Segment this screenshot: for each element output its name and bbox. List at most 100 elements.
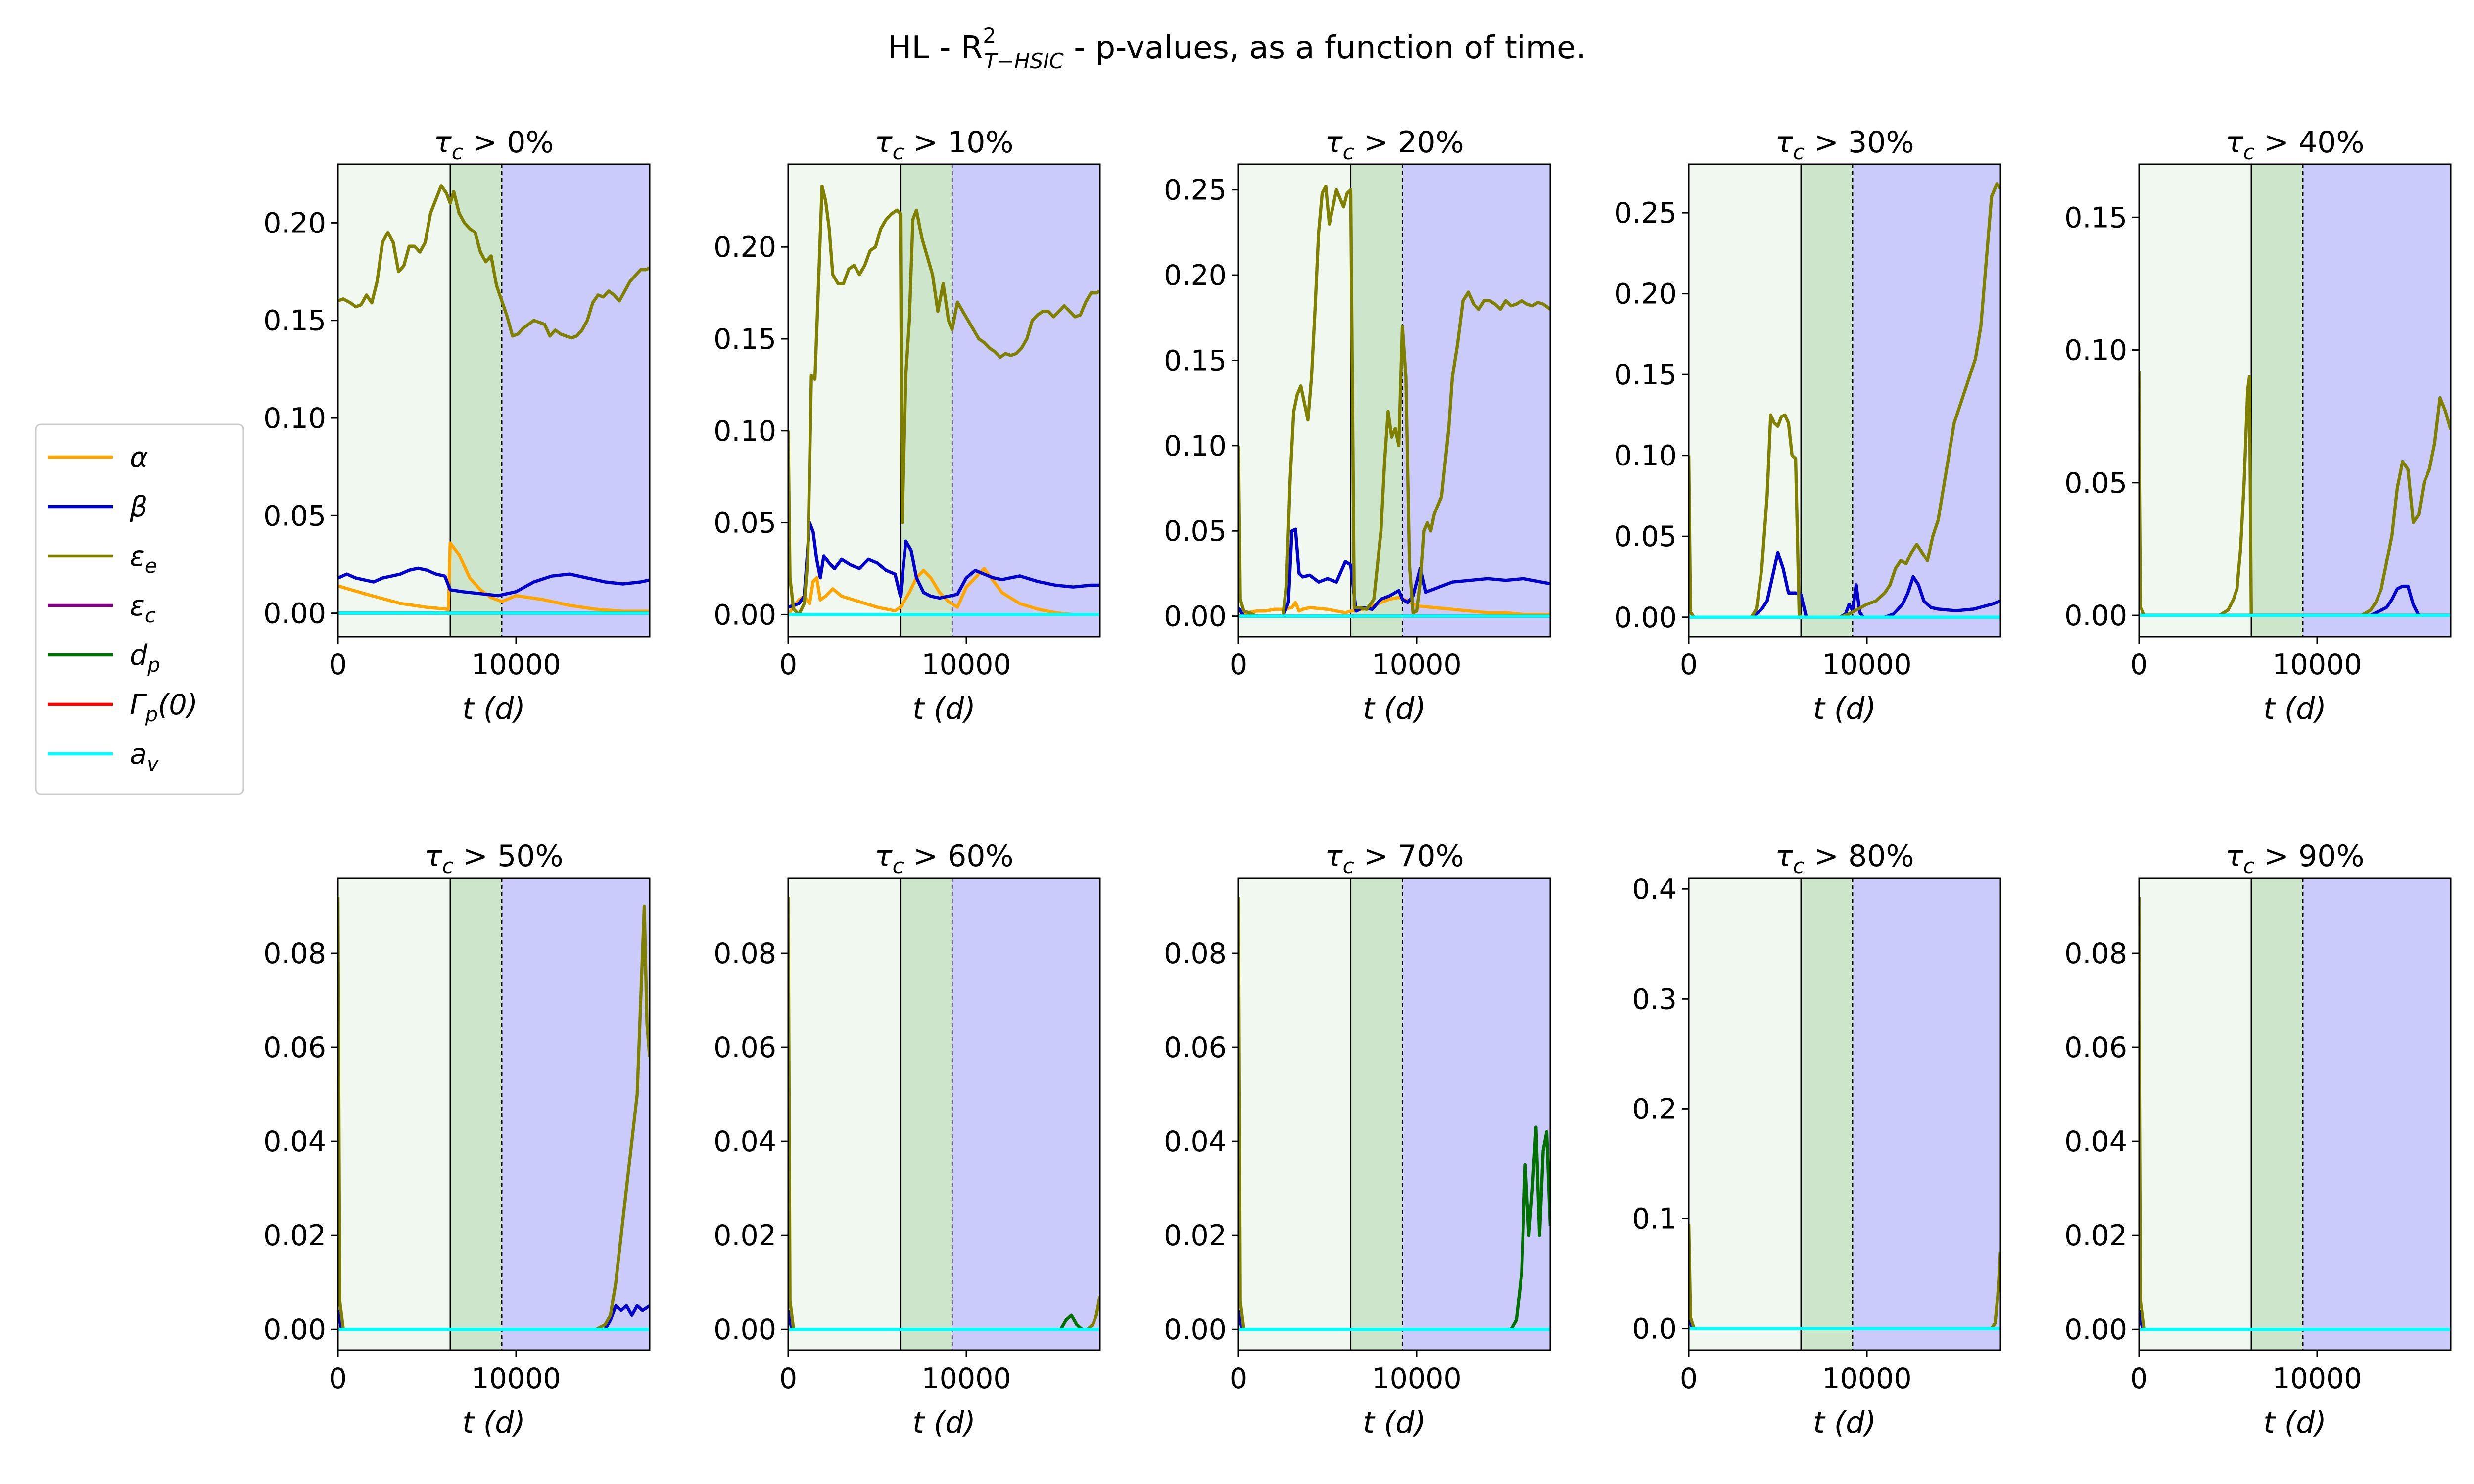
- x-tick-label: 0: [2130, 649, 2148, 681]
- legend-frame: [35, 423, 244, 795]
- axes-frame: [2138, 877, 2452, 1351]
- y-tick-label: 0.20: [1164, 259, 1227, 292]
- x-tick-label: 10000: [1822, 649, 1911, 681]
- subplot-title: τc > 60%: [875, 839, 1014, 878]
- x-tick-label: 0: [779, 649, 797, 681]
- y-tick-label: 0.00: [263, 1313, 326, 1346]
- subplot-title: τc > 80%: [1775, 839, 1914, 878]
- y-tick-label: 0.02: [2064, 1219, 2127, 1252]
- x-axis-label: t (d): [1813, 692, 1876, 726]
- x-axis-label: t (d): [2263, 1405, 2327, 1440]
- region-band-2: [1801, 164, 1853, 637]
- region-band-2: [900, 164, 952, 637]
- subplot-5: 0.00 0.05 0.10 0.15 0 10000 t (d) τc > 40%: [2064, 125, 2452, 726]
- y-tick-label: 0.2: [1632, 1093, 1677, 1125]
- region-band-3: [2303, 164, 2451, 637]
- region-band-3: [2303, 878, 2451, 1350]
- suptitle-rest: - p-values, as a function of time.: [1064, 30, 1586, 66]
- region-band-2: [2251, 164, 2303, 637]
- series-line-2: [1689, 551, 2000, 619]
- x-tick-label: 10000: [1822, 1362, 1911, 1395]
- axes-frame: [337, 877, 651, 1351]
- y-tick-label: 0.10: [263, 402, 326, 435]
- axes-frame: [1688, 163, 2001, 638]
- x-tick-label: 10000: [471, 649, 561, 681]
- y-tick-label: 0.08: [714, 937, 776, 970]
- y-tick-label: 0.3: [1632, 983, 1677, 1016]
- series-line-3: [1238, 185, 1550, 618]
- series-line-3: [788, 185, 1100, 616]
- x-axis-label: t (d): [1363, 1405, 1426, 1440]
- x-tick-label: 0: [779, 1362, 797, 1395]
- subplot-6: 0.00 0.02 0.04 0.06 0.08 0 10000 t (d) τc > 50%: [263, 839, 651, 1440]
- subplot-title: τc > 10%: [875, 125, 1014, 164]
- series-group: [1689, 1224, 2000, 1330]
- x-tick-label: 0: [1680, 1362, 1698, 1395]
- y-tick-label: 0.10: [714, 415, 776, 448]
- y-tick-label: 0.00: [1614, 602, 1677, 634]
- y-tick-label: 0.02: [263, 1219, 326, 1252]
- series-group: [788, 185, 1100, 616]
- subplot-7: 0.00 0.02 0.04 0.06 0.08 0 10000 t (d) τc > 60%: [714, 839, 1101, 1440]
- series-line-2: [788, 521, 1100, 609]
- series-group: [2139, 371, 2451, 617]
- series-group: [1238, 896, 1550, 1331]
- series-line-3: [1689, 182, 2000, 619]
- y-tick-label: 0.04: [263, 1125, 326, 1158]
- x-tick-label: 10000: [921, 1362, 1011, 1395]
- region-band-2: [2251, 878, 2303, 1350]
- x-tick-label: 10000: [1372, 1362, 1461, 1395]
- series-group: [1689, 182, 2000, 619]
- x-axis-label: t (d): [462, 1405, 525, 1440]
- subplot-title: τc > 20%: [1325, 125, 1464, 164]
- suptitle-sup: 2: [983, 23, 996, 47]
- y-tick-label: 0.08: [1164, 937, 1227, 970]
- region-band-3: [1402, 878, 1550, 1350]
- subplot-4: 0.00 0.05 0.10 0.15 0.20 0.25 0 10000 t (d) τc > …: [1614, 125, 2001, 726]
- legend: αβ εe εc dp Γp(0) av: [35, 423, 244, 795]
- y-tick-label: 0.00: [714, 1313, 776, 1346]
- subplot-title: τc > 0%: [434, 125, 554, 164]
- region-band-2: [900, 878, 952, 1350]
- region-band-1: [1689, 164, 1801, 637]
- series-group: [2139, 896, 2451, 1331]
- y-tick-label: 0.05: [263, 500, 326, 532]
- region-band-2: [1350, 164, 1403, 637]
- y-tick-label: 0.08: [263, 937, 326, 970]
- y-tick-label: 0.0: [1632, 1313, 1677, 1345]
- y-tick-label: 0.05: [2064, 467, 2127, 500]
- axes-frame: [787, 163, 1101, 638]
- region-band-1: [2139, 878, 2251, 1350]
- axes-frame: [2138, 163, 2452, 638]
- region-band-3: [502, 878, 650, 1350]
- y-tick-label: 0.15: [1614, 359, 1677, 391]
- x-axis-label: t (d): [912, 692, 976, 726]
- axes-frame: [337, 163, 651, 638]
- y-tick-label: 0.25: [1164, 174, 1227, 207]
- legend-label: dp: [130, 639, 160, 677]
- series-line-1: [338, 541, 650, 613]
- x-tick-label: 10000: [1372, 649, 1461, 681]
- y-tick-label: 0.05: [1614, 520, 1677, 553]
- y-tick-label: 0.00: [1164, 1313, 1227, 1346]
- subplot-8: 0.00 0.02 0.04 0.06 0.08 0 10000 t (d) τc > 70%: [1164, 839, 1551, 1440]
- subplot-title: τc > 70%: [1325, 839, 1464, 878]
- x-axis-label: t (d): [462, 692, 525, 726]
- region-band-3: [1853, 878, 2000, 1350]
- legend-label: εc: [130, 590, 156, 627]
- x-tick-label: 10000: [471, 1362, 561, 1395]
- y-tick-label: 0.20: [714, 231, 776, 264]
- y-tick-label: 0.10: [1614, 440, 1677, 472]
- series-line-3: [338, 184, 650, 340]
- subplot-1: 0.00 0.05 0.10 0.15 0.20 0 10000 t (d) τc > 0%: [263, 125, 651, 726]
- region-band-3: [1853, 164, 2000, 637]
- y-tick-label: 0.20: [263, 207, 326, 239]
- region-band-1: [338, 164, 450, 637]
- x-axis-label: t (d): [1363, 692, 1426, 726]
- y-tick-label: 0.00: [2064, 1313, 2127, 1346]
- region-band-1: [1689, 878, 1801, 1350]
- x-tick-label: 10000: [2272, 1362, 2362, 1395]
- y-tick-label: 0.04: [1164, 1125, 1227, 1158]
- axes-frame: [787, 877, 1101, 1351]
- y-tick-label: 0.15: [1164, 344, 1227, 377]
